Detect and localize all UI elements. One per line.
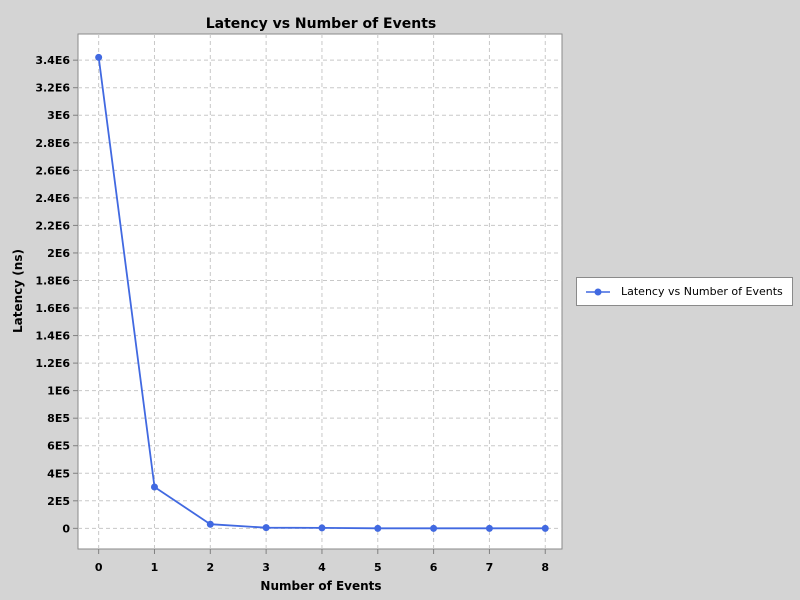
y-tick-label: 1.8E6 [35,274,70,287]
x-tick-label: 8 [541,561,549,574]
y-tick-label: 1E6 [47,385,70,398]
y-tick-label: 0 [62,522,70,535]
legend-label: Latency vs Number of Events [621,285,783,298]
x-axis-label: Number of Events [260,579,381,593]
y-tick-label: 4E5 [47,467,70,480]
data-point [430,524,438,532]
y-tick-label: 6E5 [47,440,70,453]
y-tick-label: 2.8E6 [35,137,70,150]
x-tick-label: 4 [318,561,326,574]
data-point [150,483,158,491]
data-point [541,524,549,532]
legend-swatch [586,288,610,296]
y-tick-label: 1.6E6 [35,302,70,315]
x-tick-label: 5 [374,561,382,574]
data-point [262,524,270,532]
data-point [206,520,214,528]
y-tick-label: 2E6 [47,247,70,260]
y-tick-label: 3.4E6 [35,54,70,67]
data-point [95,53,103,61]
chart-title: Latency vs Number of Events [206,16,436,32]
x-tick-label: 6 [430,561,438,574]
y-tick-label: 1.2E6 [35,357,70,370]
grid [78,34,562,549]
y-axis: 0 2E5 4E5 6E5 8E5 1E6 1.2E6 1.4E6 1.6E6 1.8E6 2E6 2… [35,54,78,535]
x-tick-label: 7 [486,561,494,574]
y-tick-label: 3.2E6 [35,82,70,95]
y-tick-label: 3E6 [47,109,70,122]
y-tick-label: 2.4E6 [35,192,70,205]
x-tick-label: 0 [95,561,103,574]
y-tick-label: 8E5 [47,412,70,425]
x-tick-label: 1 [151,561,159,574]
x-axis: 0 1 2 3 4 5 6 7 8 [95,549,549,574]
data-point [374,524,382,532]
y-tick-label: 2.2E6 [35,219,70,232]
data-point [318,524,326,532]
data-point [485,524,493,532]
x-tick-label: 2 [206,561,214,574]
y-tick-label: 1.4E6 [35,330,70,343]
y-tick-label: 2.6E6 [35,164,70,177]
y-axis-label: Latency (ns) [11,249,25,333]
series-layer [95,53,549,532]
y-tick-label: 2E5 [47,495,70,508]
x-tick-label: 3 [262,561,270,574]
plot-area [77,33,563,550]
legend: Latency vs Number of Events [576,277,793,306]
